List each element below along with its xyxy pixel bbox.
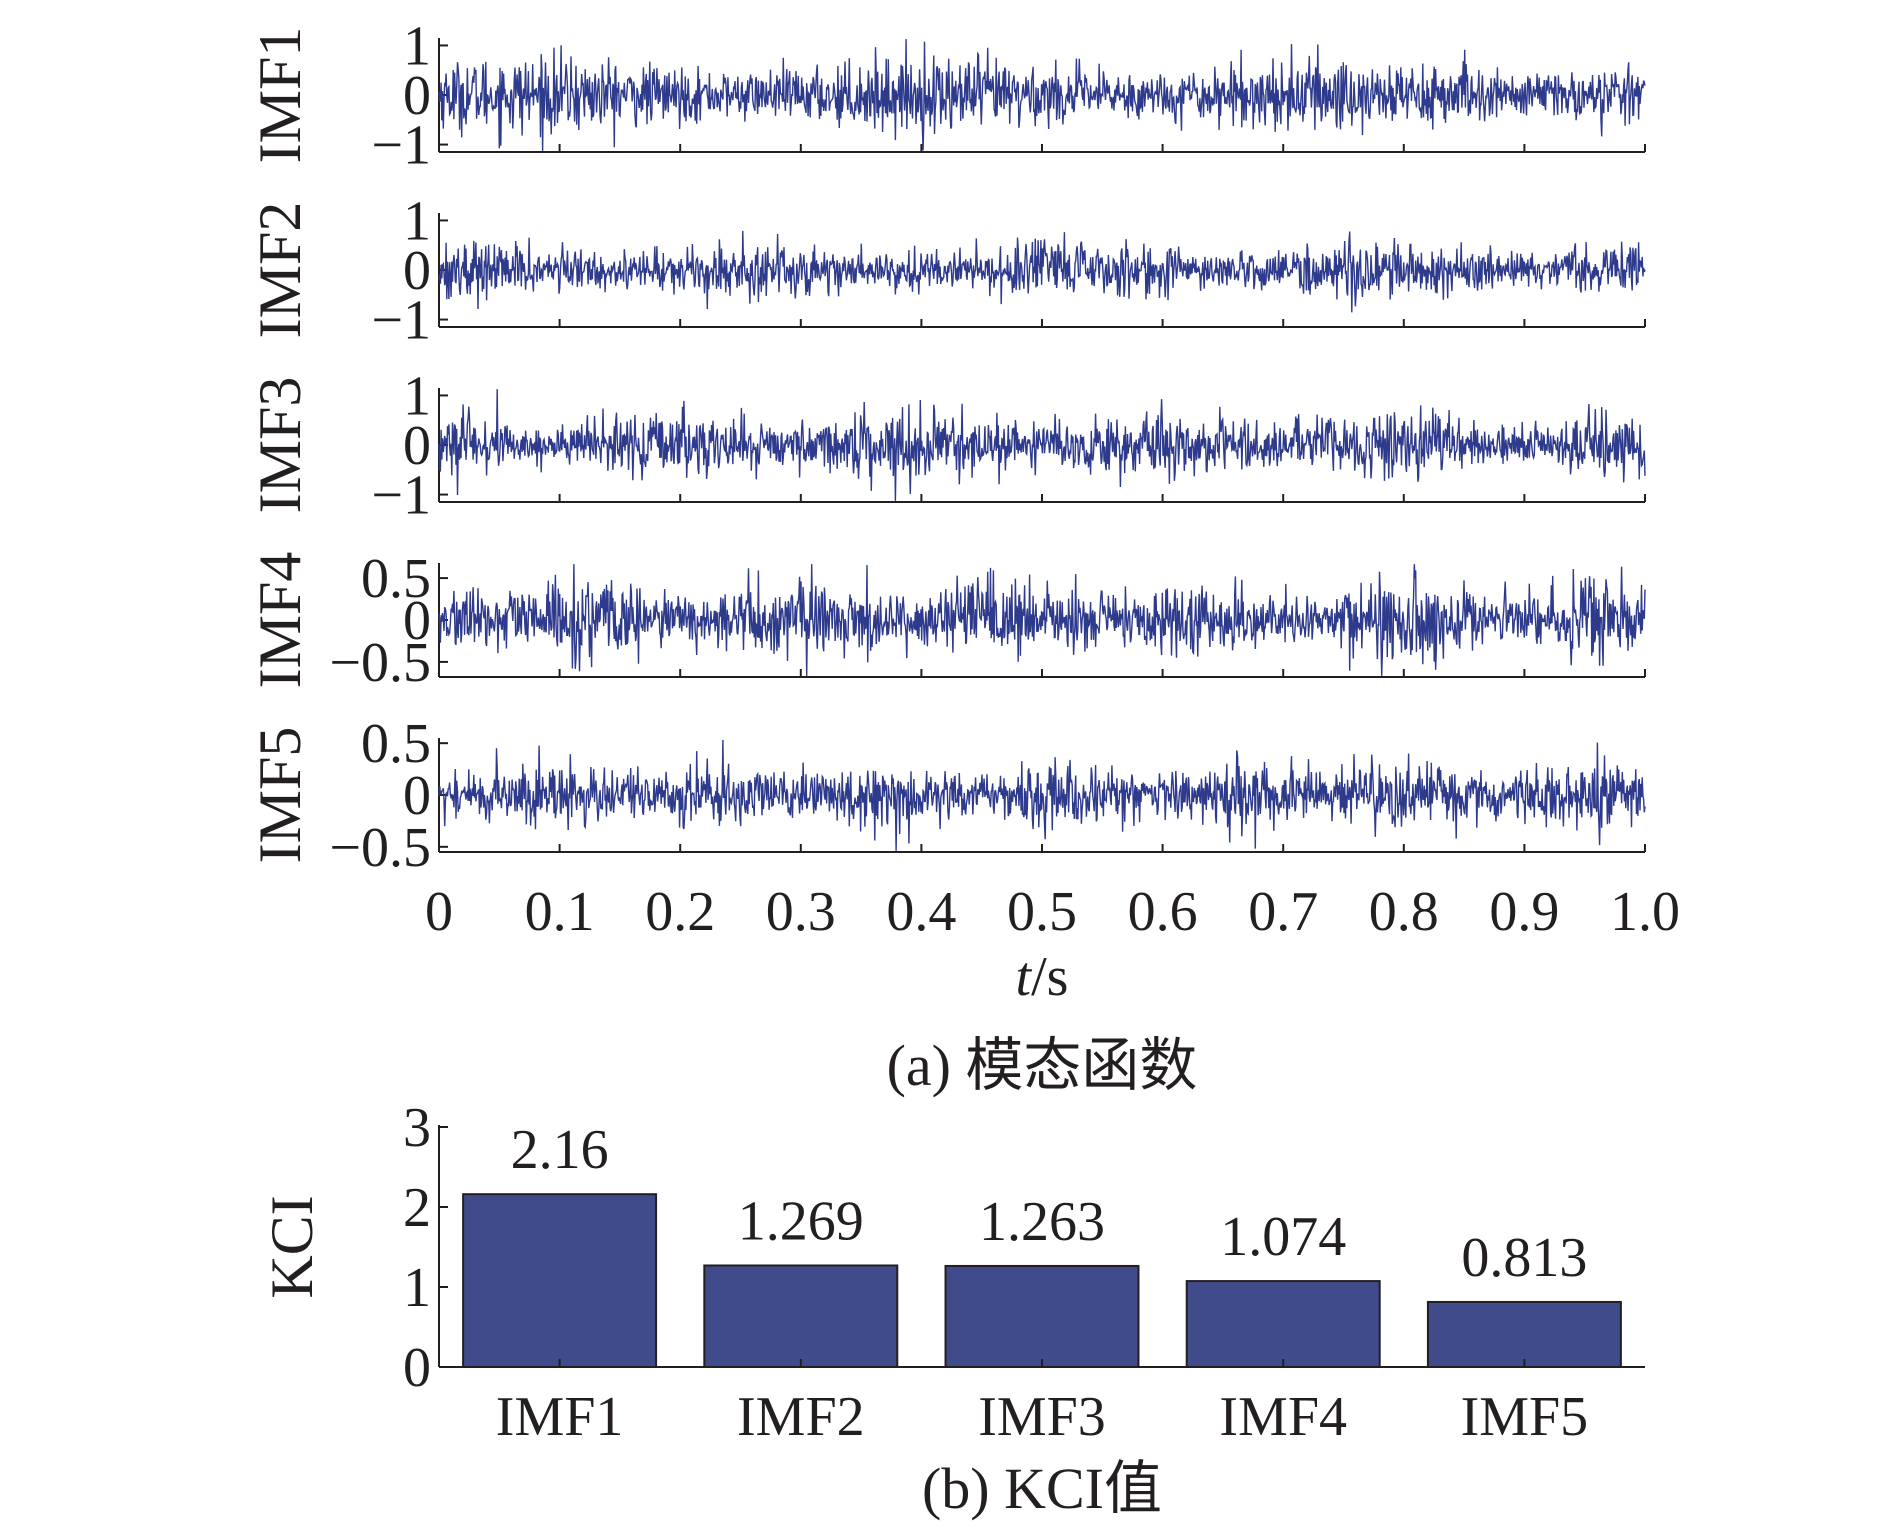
x-tick-label: 0.2	[645, 881, 715, 943]
y-tick-label: 1	[403, 190, 431, 252]
caption-a: (a) 模态函数	[887, 1033, 1198, 1098]
x-tick-label: 0.4	[886, 881, 956, 943]
y-tick-label: −1	[371, 290, 431, 352]
x-axis-label-var: t	[1016, 946, 1033, 1008]
x-tick-label: 0.6	[1128, 881, 1198, 943]
imf-panel-1: 10−1 IMF1	[247, 15, 1646, 177]
kci-bar	[703, 1264, 899, 1368]
panel-ylabel: IMF3	[247, 377, 313, 514]
x-tick-label: 0.9	[1489, 881, 1559, 943]
x-tick-label: IMF1	[496, 1386, 624, 1448]
y-tick-label: 0	[403, 240, 431, 302]
y-tick-label: −0.5	[329, 632, 431, 694]
y-tick-label: 0	[403, 1337, 431, 1399]
bar-ylabel: KCI	[259, 1195, 325, 1298]
y-tick-label: 1	[403, 365, 431, 427]
y-tick-label: −0.5	[329, 817, 431, 879]
panel-ylabel: IMF4	[247, 552, 313, 689]
x-tick-label: 1.0	[1610, 881, 1680, 943]
imf-signal-trace	[438, 230, 1646, 313]
y-tick-label: 0	[403, 765, 431, 827]
imf-signal-trace	[438, 739, 1646, 851]
imf-panel-4: 0.50−0.5 IMF4	[247, 548, 1646, 694]
y-tick-label: 0.5	[361, 548, 431, 610]
kci-bar-chart: 0 1 2 3 2.16 IMF1 1.269 IMF2 1.263 IMF3 1.074 IMF4 0…	[259, 1097, 1645, 1448]
y-tick-label: 0	[403, 415, 431, 477]
y-tick-label: 0.5	[361, 713, 431, 775]
y-tick-label: −1	[371, 465, 431, 527]
bar-value-label: 2.16	[511, 1119, 609, 1181]
imf-panel-3: 10−1 IMF3	[247, 365, 1646, 527]
bar-value-label: 0.813	[1461, 1227, 1587, 1289]
x-tick-label: IMF2	[737, 1386, 865, 1448]
kci-bar	[944, 1264, 1140, 1368]
y-tick-label: 1	[403, 15, 431, 77]
y-tick-label: 0	[403, 590, 431, 652]
y-tick-label: −1	[371, 115, 431, 177]
panel-ylabel: IMF5	[247, 727, 313, 864]
bar-value-label: 1.263	[979, 1191, 1105, 1253]
kci-bar	[1185, 1280, 1381, 1368]
y-tick-label: 1	[403, 1257, 431, 1319]
x-tick-label: 0.7	[1248, 881, 1318, 943]
kci-bar	[1426, 1300, 1622, 1368]
panel-ylabel: IMF1	[247, 27, 313, 164]
x-tick-label: 0.1	[525, 881, 595, 943]
imf-panel-2: 10−1 IMF2	[247, 190, 1646, 352]
panel-ylabel: IMF2	[247, 202, 313, 339]
bar-value-label: 1.074	[1220, 1206, 1346, 1268]
y-tick-label: 0	[403, 65, 431, 127]
x-tick-labels: 0 0.1 0.2 0.3 0.4 0.5 0.6 0.7 0.8 0.9 1.0	[425, 881, 1680, 943]
imf-signal-trace	[438, 564, 1646, 676]
x-axis-label: t/s	[1016, 946, 1069, 1008]
x-tick-label: IMF4	[1219, 1386, 1347, 1448]
imf-signal-trace	[438, 39, 1646, 151]
bar-value-label: 1.269	[738, 1190, 864, 1252]
imf-panel-5: 0.50−0.5 IMF5	[247, 713, 1646, 879]
x-tick-label: 0	[425, 881, 453, 943]
x-tick-label: 0.5	[1007, 881, 1077, 943]
kci-bar	[462, 1193, 658, 1368]
x-tick-label: 0.3	[766, 881, 836, 943]
y-tick-label: 3	[403, 1097, 431, 1159]
x-tick-label: 0.8	[1369, 881, 1439, 943]
imf-signal-trace	[438, 389, 1646, 501]
y-tick-label: 2	[403, 1177, 431, 1239]
x-axis-label-unit: /s	[1031, 946, 1068, 1008]
caption-b: (b) KCI值	[922, 1456, 1162, 1521]
x-tick-label: IMF5	[1461, 1386, 1589, 1448]
x-tick-label: IMF3	[978, 1386, 1106, 1448]
